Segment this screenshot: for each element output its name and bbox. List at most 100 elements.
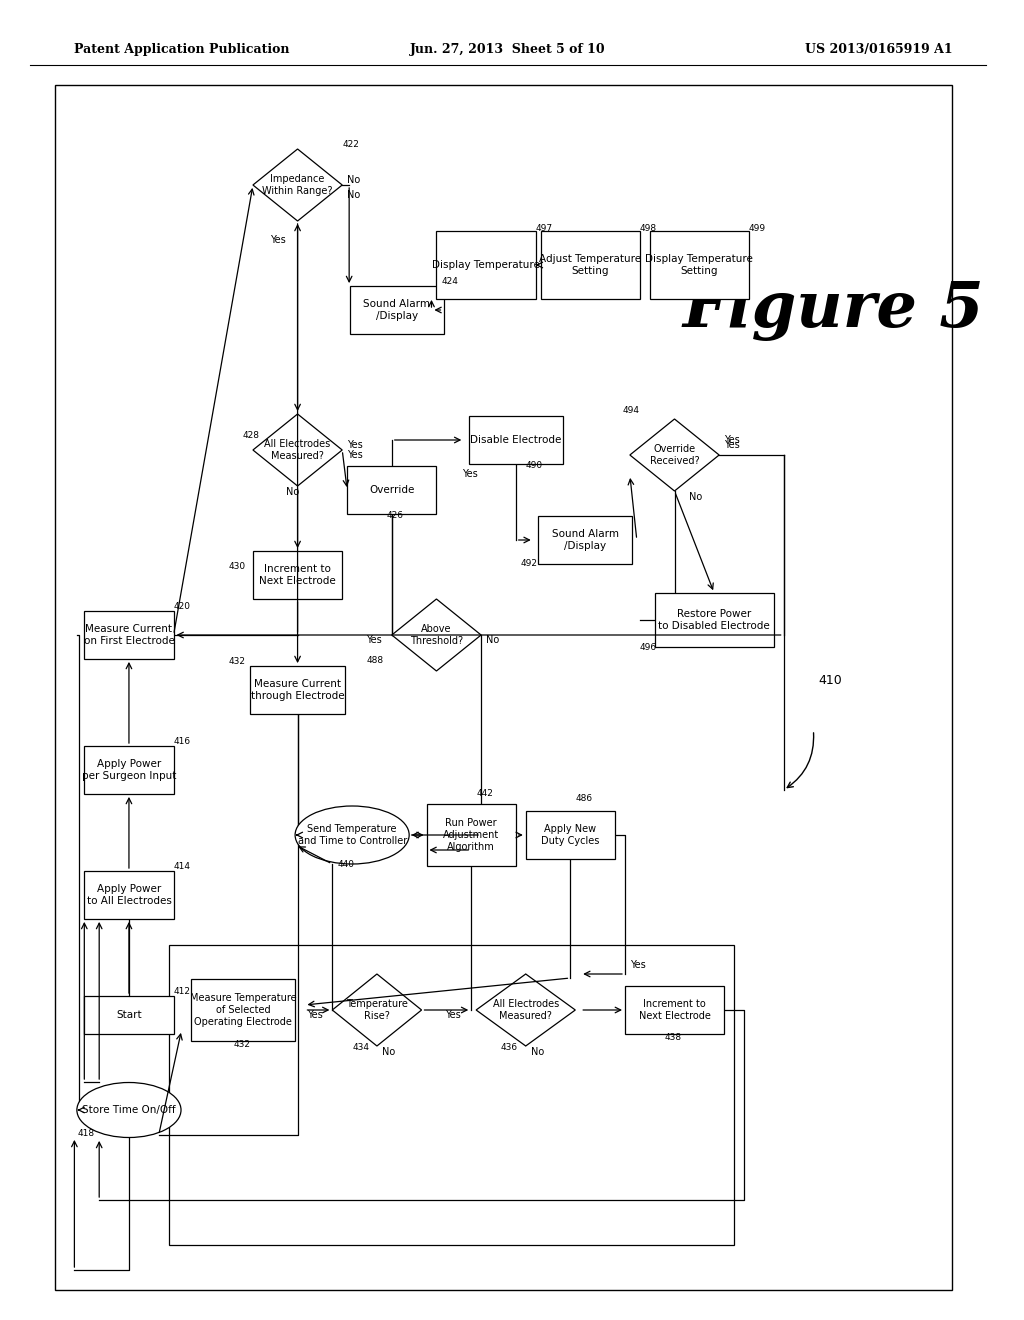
Text: 488: 488 [367,656,384,665]
Text: 490: 490 [525,461,543,470]
FancyBboxPatch shape [84,997,174,1034]
Text: Yes: Yes [724,436,740,445]
FancyBboxPatch shape [84,611,174,659]
FancyBboxPatch shape [251,667,345,714]
Text: Override
Received?: Override Received? [649,445,699,466]
Text: US 2013/0165919 A1: US 2013/0165919 A1 [805,44,952,57]
Text: Sound Alarm
/Display: Sound Alarm /Display [552,529,618,550]
Text: Yes: Yes [347,440,362,450]
Text: 492: 492 [521,558,538,568]
Text: Apply New
Duty Cycles: Apply New Duty Cycles [541,824,599,846]
Text: Jun. 27, 2013  Sheet 5 of 10: Jun. 27, 2013 Sheet 5 of 10 [410,44,605,57]
FancyBboxPatch shape [436,231,536,300]
Text: Impedance
Within Range?: Impedance Within Range? [262,174,333,195]
Text: No: No [286,487,299,498]
Text: Yes: Yes [367,635,382,645]
Text: Measure Current
through Electrode: Measure Current through Electrode [251,680,344,701]
FancyBboxPatch shape [654,593,774,647]
Text: All Electrodes
Measured?: All Electrodes Measured? [264,440,331,461]
Text: Measure Temperature
of Selected
Operating Electrode: Measure Temperature of Selected Operatin… [189,994,296,1027]
Text: Restore Power
to Disabled Electrode: Restore Power to Disabled Electrode [658,610,770,631]
Text: Yes: Yes [270,235,286,246]
Text: 430: 430 [228,562,246,572]
Text: Measure Current
on First Electrode: Measure Current on First Electrode [84,624,174,645]
FancyBboxPatch shape [190,979,295,1041]
FancyBboxPatch shape [649,231,749,300]
Text: No: No [530,1047,544,1057]
Text: Display Temperature
Setting: Display Temperature Setting [645,255,754,276]
Polygon shape [333,974,422,1045]
FancyBboxPatch shape [427,804,516,866]
Polygon shape [253,414,342,486]
Polygon shape [392,599,481,671]
Polygon shape [476,974,575,1045]
Text: Apply Power
per Surgeon Input: Apply Power per Surgeon Input [82,759,176,781]
FancyBboxPatch shape [84,746,174,795]
Text: Yes: Yes [630,960,645,970]
Text: 420: 420 [174,602,190,611]
Text: Patent Application Publication: Patent Application Publication [75,44,290,57]
FancyBboxPatch shape [539,516,633,564]
Text: Adjust Temperature
Setting: Adjust Temperature Setting [539,255,641,276]
Text: 412: 412 [174,987,190,997]
Text: Start: Start [116,1010,141,1020]
Text: Send Temperature
and Time to Controller: Send Temperature and Time to Controller [298,824,407,846]
Text: No: No [347,190,360,201]
Text: 414: 414 [174,862,190,871]
Text: 432: 432 [228,657,245,667]
Text: Run Power
Adjustment
Algorithm: Run Power Adjustment Algorithm [443,818,500,851]
FancyBboxPatch shape [525,810,615,859]
Text: Figure 5: Figure 5 [682,279,984,341]
Text: 440: 440 [337,861,354,869]
Text: No: No [486,635,500,645]
Text: 434: 434 [352,1043,369,1052]
Text: 422: 422 [342,140,359,149]
Text: No: No [689,492,702,502]
Text: 424: 424 [441,277,459,286]
Text: Sound Alarm
/Display: Sound Alarm /Display [364,300,430,321]
Text: 494: 494 [623,407,640,414]
Text: 436: 436 [501,1043,518,1052]
Text: Increment to
Next Electrode: Increment to Next Electrode [639,999,711,1020]
FancyBboxPatch shape [347,466,436,513]
Text: Disable Electrode: Disable Electrode [470,436,561,445]
Text: 499: 499 [749,224,766,234]
Text: Yes: Yes [347,450,362,459]
Text: Above
Threshold?: Above Threshold? [410,624,463,645]
FancyBboxPatch shape [349,286,443,334]
Text: 497: 497 [536,224,553,234]
FancyBboxPatch shape [625,986,724,1034]
Text: 416: 416 [174,737,190,746]
FancyBboxPatch shape [541,231,640,300]
Text: 426: 426 [387,511,403,520]
Text: 428: 428 [243,432,260,440]
FancyBboxPatch shape [253,550,342,599]
Text: 438: 438 [665,1034,682,1041]
Text: No: No [382,1047,395,1057]
Text: Yes: Yes [463,469,478,479]
Text: Yes: Yes [724,440,740,450]
FancyBboxPatch shape [84,871,174,919]
Ellipse shape [295,807,410,865]
Text: Yes: Yes [445,1010,461,1020]
Text: 496: 496 [640,643,657,652]
Text: Apply Power
to All Electrodes: Apply Power to All Electrodes [86,884,171,906]
Text: Temperature
Rise?: Temperature Rise? [346,999,408,1020]
Text: 442: 442 [476,789,493,799]
Text: Display Temperature: Display Temperature [432,260,540,271]
Text: Store Time On/Off: Store Time On/Off [82,1105,176,1115]
Text: 498: 498 [640,224,657,234]
Text: 418: 418 [78,1129,94,1138]
Text: Increment to
Next Electrode: Increment to Next Electrode [259,564,336,586]
Text: Override: Override [369,484,415,495]
Text: Yes: Yes [306,1010,323,1020]
Text: 432: 432 [233,1040,250,1049]
Text: All Electrodes
Measured?: All Electrodes Measured? [493,999,559,1020]
FancyBboxPatch shape [469,416,563,465]
Ellipse shape [77,1082,181,1138]
Polygon shape [253,149,342,220]
Text: No: No [347,176,360,185]
Text: 486: 486 [575,795,593,803]
Text: 410: 410 [818,673,842,686]
Polygon shape [630,418,719,491]
